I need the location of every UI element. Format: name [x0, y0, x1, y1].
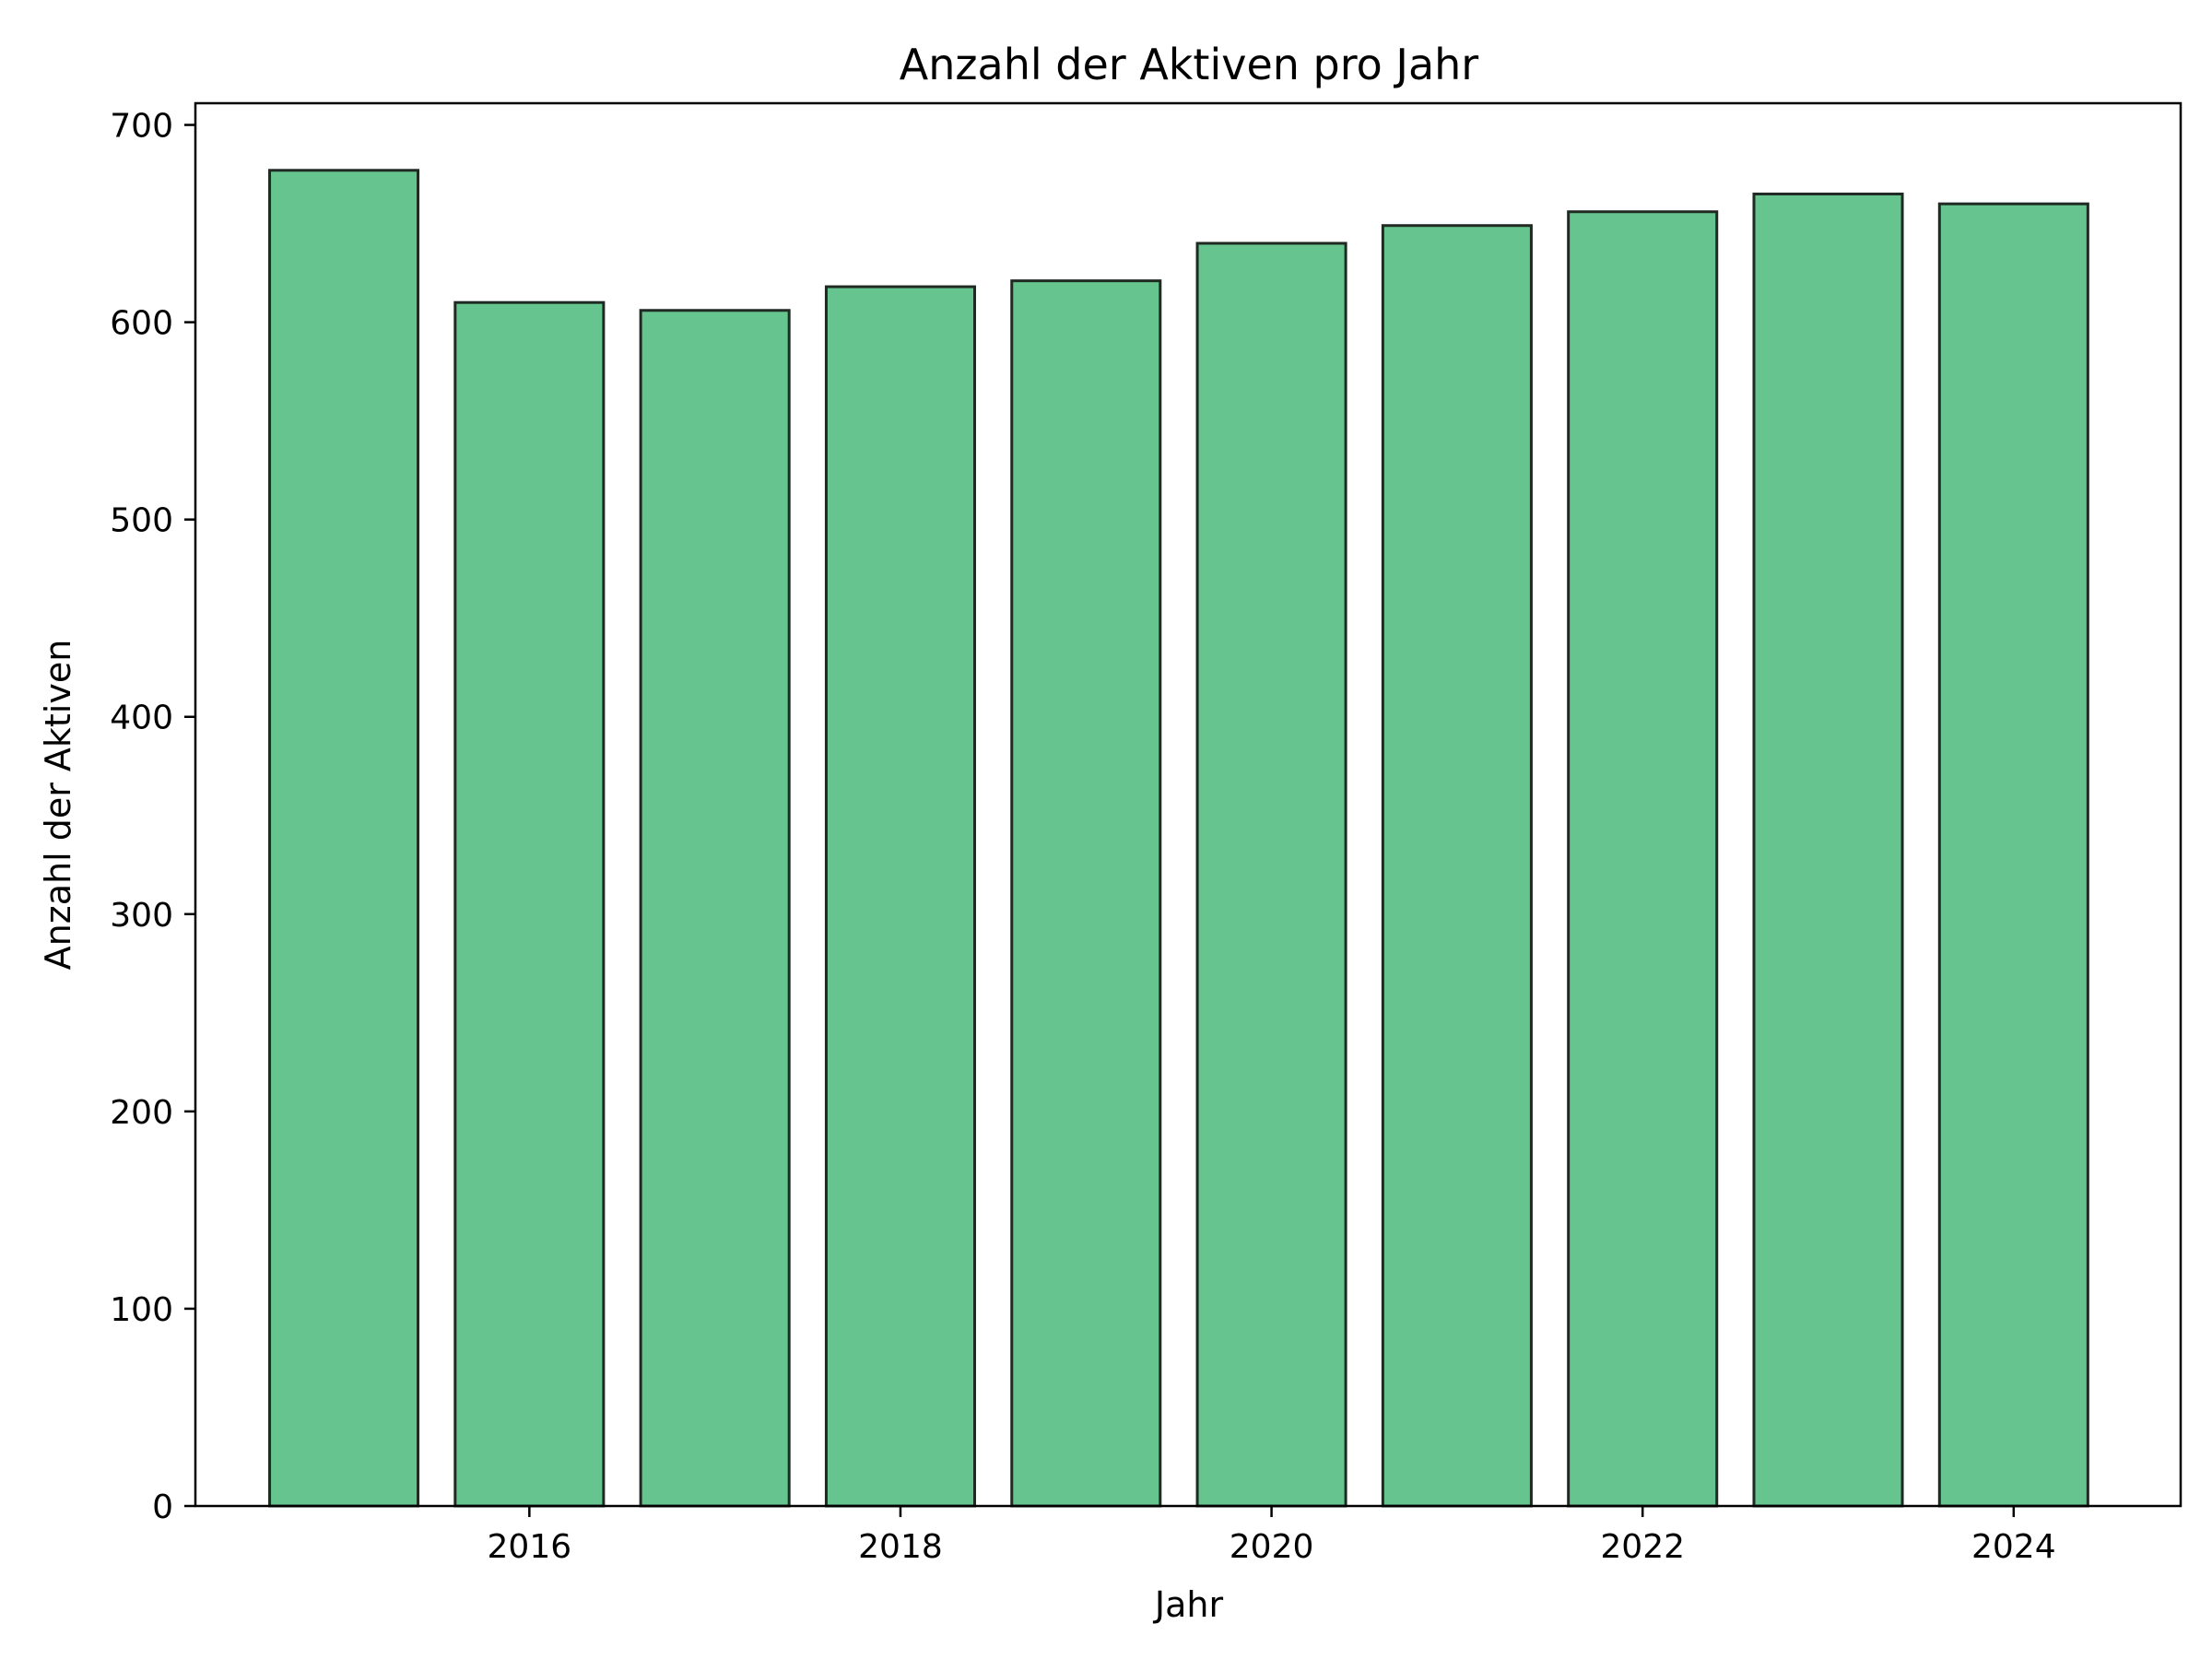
- x-tick-label: 2020: [1230, 1528, 1314, 1566]
- y-tick-label: 500: [110, 502, 173, 540]
- bar-2020: [1195, 241, 1347, 1508]
- bar-2016: [453, 300, 606, 1508]
- bar-2017: [639, 309, 791, 1508]
- y-tick-label: 200: [110, 1094, 173, 1132]
- bar-2022: [1567, 210, 1719, 1508]
- x-tick-label: 2016: [488, 1528, 572, 1566]
- y-tick-label: 400: [110, 700, 173, 737]
- bar-2015: [268, 169, 420, 1508]
- x-tick-label: 2024: [1971, 1528, 2056, 1566]
- bar-2019: [1010, 279, 1162, 1508]
- bar-2024: [1937, 202, 2089, 1508]
- bars-group: [268, 169, 2089, 1508]
- x-tick-label: 2022: [1600, 1528, 1685, 1566]
- plot-frame: [194, 101, 2183, 1508]
- y-tick-label: 600: [110, 305, 173, 343]
- bar-2018: [824, 285, 976, 1508]
- bar-2023: [1752, 192, 1904, 1508]
- bar-2021: [1381, 224, 1533, 1508]
- x-tick-label: 2018: [858, 1528, 943, 1566]
- y-tick-label: 300: [110, 897, 173, 935]
- y-tick-label: 100: [110, 1291, 173, 1329]
- x-axis-label: Jahr: [1153, 1584, 1224, 1625]
- y-axis: 0 100 200 300 400 500 600 700: [110, 108, 195, 1526]
- y-tick-label: 0: [152, 1488, 173, 1526]
- y-tick-label: 700: [110, 108, 173, 146]
- chart-title: Anzahl der Aktiven pro Jahr: [900, 40, 1479, 89]
- y-axis-label: Anzahl der Aktiven: [38, 640, 78, 971]
- x-axis: 2016 2018 2020 2022 2024: [488, 1506, 2056, 1566]
